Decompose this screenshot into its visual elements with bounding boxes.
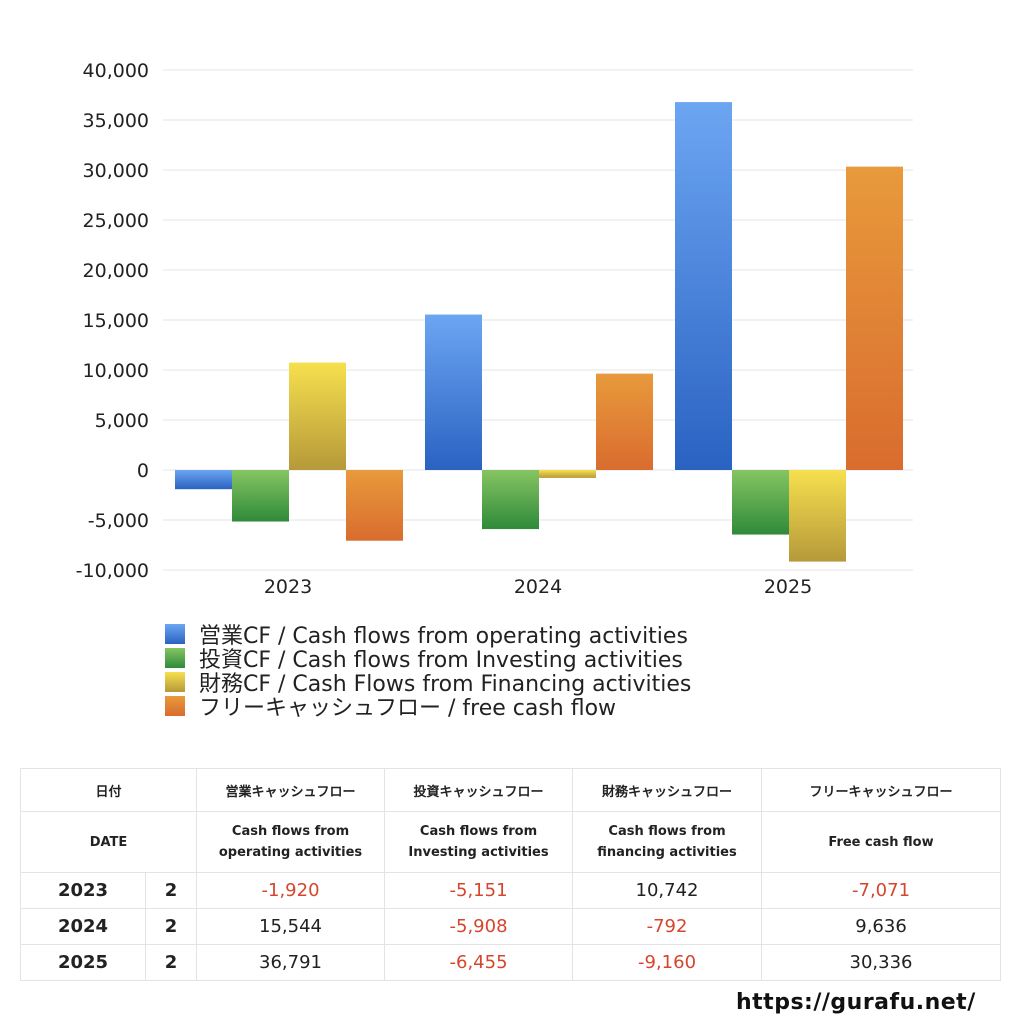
bar-operating-2025 xyxy=(675,102,732,470)
y-tick-label: 15,000 xyxy=(83,310,149,332)
x-tick-label: 2024 xyxy=(514,576,562,598)
y-tick-label: 0 xyxy=(137,460,149,482)
cell-free-cash-flow: 30,336 xyxy=(761,944,1002,981)
cell-financing: -9,160 xyxy=(572,944,763,981)
bar-financing-2024 xyxy=(539,470,596,478)
row-year: 2024 xyxy=(20,908,146,945)
cell-investing: -5,908 xyxy=(384,908,574,945)
cell-financing: -792 xyxy=(572,908,763,945)
x-tick-label: 2023 xyxy=(264,576,312,598)
row-year: 2025 xyxy=(20,944,146,981)
header-financing-ja: 財務キャッシュフロー xyxy=(572,768,763,812)
y-tick-label: 20,000 xyxy=(83,260,149,282)
x-tick-label: 2025 xyxy=(764,576,812,598)
legend-label-free-cash-flow: フリーキャッシュフロー / free cash flow xyxy=(199,696,617,721)
row-quarter: 2 xyxy=(144,944,198,981)
legend-swatch-free-cash-flow xyxy=(165,696,185,716)
header-investing-ja: 投資キャッシュフロー xyxy=(384,768,574,812)
bar-free-cash-flow-2023 xyxy=(346,470,403,541)
cell-financing: 10,742 xyxy=(572,872,763,909)
cell-free-cash-flow: 9,636 xyxy=(761,908,1002,945)
cell-operating: 15,544 xyxy=(196,908,386,945)
legend-swatch-operating xyxy=(165,624,185,644)
cell-investing: -5,151 xyxy=(384,872,574,909)
y-tick-label: 35,000 xyxy=(83,110,149,132)
header-operating-ja: 営業キャッシュフロー xyxy=(196,768,386,812)
y-tick-label: 30,000 xyxy=(83,160,149,182)
bar-financing-2025 xyxy=(789,470,846,562)
y-tick-label: 5,000 xyxy=(95,410,149,432)
header-operating-en: Cash flows from operating activities xyxy=(196,811,386,873)
legend-item-financing: 財務CF / Cash Flows from Financing activit… xyxy=(165,670,691,697)
y-tick-label: -10,000 xyxy=(76,560,149,582)
cell-operating: 36,791 xyxy=(196,944,386,981)
legend-label-investing: 投資CF / Cash flows from Investing activit… xyxy=(199,648,683,673)
legend-swatch-financing xyxy=(165,672,185,692)
y-axis-ticks: 40,000 35,000 30,000 25,000 20,000 15,000 10,0… xyxy=(76,60,149,582)
y-tick-label: 40,000 xyxy=(83,60,149,82)
cell-investing: -6,455 xyxy=(384,944,574,981)
header-investing-en: Cash flows from Investing activities xyxy=(384,811,574,873)
row-year: 2023 xyxy=(20,872,146,909)
header-date-ja: 日付 xyxy=(19,768,198,812)
table-row: 2023 2 -1,920 -5,151 10,742 -7,071 xyxy=(20,872,1002,909)
header-free-cash-flow-en: Free cash flow xyxy=(761,811,1002,873)
table-header-row-en: DATE Cash flows from operating activitie… xyxy=(19,811,1002,873)
legend-item-investing: 投資CF / Cash flows from Investing activit… xyxy=(165,646,691,673)
legend-item-operating: 営業CF / Cash flows from operating activit… xyxy=(165,622,691,649)
header-free-cash-flow-ja: フリーキャッシュフロー xyxy=(761,768,1002,812)
bars xyxy=(175,102,903,562)
y-tick-label: 25,000 xyxy=(83,210,149,232)
legend: 営業CF / Cash flows from operating activit… xyxy=(165,622,691,721)
header-date-en: DATE xyxy=(19,811,198,873)
bar-free-cash-flow-2024 xyxy=(596,373,653,470)
bar-financing-2023 xyxy=(289,362,346,470)
bar-operating-2024 xyxy=(425,314,482,470)
table-header-row-ja: 日付 営業キャッシュフロー 投資キャッシュフロー 財務キャッシュフロー フリーキ… xyxy=(19,768,1002,812)
source-url: https://gurafu.net/ xyxy=(736,990,976,1015)
y-tick-label: 10,000 xyxy=(83,360,149,382)
header-financing-en: Cash flows from financing activities xyxy=(572,811,763,873)
row-quarter: 2 xyxy=(144,872,198,909)
bar-free-cash-flow-2025 xyxy=(846,166,903,470)
bar-investing-2024 xyxy=(482,470,539,530)
legend-swatch-investing xyxy=(165,648,185,668)
cell-free-cash-flow: -7,071 xyxy=(761,872,1002,909)
bar-investing-2023 xyxy=(232,470,289,522)
legend-label-financing: 財務CF / Cash Flows from Financing activit… xyxy=(199,672,692,697)
y-tick-label: -5,000 xyxy=(88,510,149,532)
table-row: 2025 2 36,791 -6,455 -9,160 30,336 xyxy=(20,944,1002,981)
legend-label-operating: 営業CF / Cash flows from operating activit… xyxy=(199,624,688,649)
x-axis-ticks: 2023 2024 2025 xyxy=(264,576,812,598)
row-quarter: 2 xyxy=(144,908,198,945)
bar-operating-2023 xyxy=(175,470,232,490)
bar-investing-2025 xyxy=(732,470,789,535)
cash-flow-bar-chart: 40,000 35,000 30,000 25,000 20,000 15,000 10,0… xyxy=(76,60,913,598)
table-row: 2024 2 15,544 -5,908 -792 9,636 xyxy=(20,908,1002,945)
cash-flow-table: 日付 営業キャッシュフロー 投資キャッシュフロー 財務キャッシュフロー フリーキ… xyxy=(19,768,1002,981)
cell-operating: -1,920 xyxy=(196,872,386,909)
legend-item-free-cash-flow: フリーキャッシュフロー / free cash flow xyxy=(165,694,691,721)
